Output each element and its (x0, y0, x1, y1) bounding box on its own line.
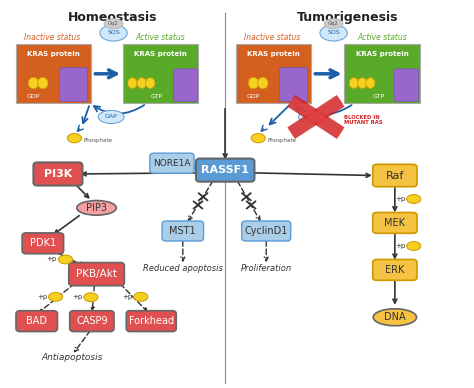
Ellipse shape (251, 133, 265, 143)
Ellipse shape (320, 25, 347, 41)
Ellipse shape (137, 78, 146, 88)
Text: DNA: DNA (384, 312, 406, 322)
Text: Inactive status: Inactive status (24, 33, 81, 42)
Ellipse shape (365, 78, 375, 88)
Text: GDP: GDP (247, 94, 260, 99)
FancyBboxPatch shape (16, 311, 57, 331)
FancyBboxPatch shape (173, 69, 198, 102)
FancyBboxPatch shape (126, 311, 176, 331)
FancyBboxPatch shape (242, 221, 291, 241)
Ellipse shape (48, 293, 63, 301)
FancyBboxPatch shape (373, 260, 417, 280)
Text: Homeostasis: Homeostasis (67, 11, 157, 24)
Text: Forkhead: Forkhead (128, 316, 174, 326)
Ellipse shape (58, 255, 73, 264)
Ellipse shape (349, 78, 358, 88)
FancyBboxPatch shape (69, 263, 124, 286)
FancyBboxPatch shape (70, 311, 114, 331)
Text: KRAS protein: KRAS protein (27, 51, 80, 57)
Ellipse shape (37, 77, 48, 89)
FancyBboxPatch shape (279, 68, 308, 102)
Ellipse shape (98, 111, 124, 123)
Text: KRAS protein: KRAS protein (247, 51, 300, 57)
Text: +p: +p (395, 196, 405, 202)
FancyBboxPatch shape (16, 44, 91, 104)
FancyBboxPatch shape (59, 68, 88, 102)
Ellipse shape (28, 77, 38, 89)
Text: CASP9: CASP9 (76, 316, 108, 326)
Ellipse shape (104, 19, 123, 29)
Text: RASSF1: RASSF1 (201, 165, 249, 175)
Text: MEK: MEK (384, 218, 405, 228)
Text: BAD: BAD (26, 316, 47, 326)
FancyBboxPatch shape (373, 213, 417, 233)
Text: GAP: GAP (105, 114, 118, 120)
Ellipse shape (100, 25, 127, 41)
FancyBboxPatch shape (162, 221, 203, 241)
Ellipse shape (258, 77, 268, 89)
Ellipse shape (128, 78, 137, 88)
Text: Phosphate: Phosphate (84, 138, 113, 142)
Text: Proliferation: Proliferation (241, 264, 292, 273)
Ellipse shape (407, 194, 421, 203)
Text: Inactive status: Inactive status (244, 33, 301, 42)
Text: Antiapoptosis: Antiapoptosis (41, 353, 103, 362)
Ellipse shape (407, 242, 421, 250)
Ellipse shape (146, 78, 155, 88)
Text: GTP: GTP (151, 94, 163, 99)
Text: +p: +p (72, 294, 82, 300)
Text: ERK: ERK (385, 265, 404, 275)
Text: Gq2: Gq2 (328, 21, 339, 26)
Text: MST1: MST1 (170, 226, 196, 236)
Text: SOS: SOS (327, 31, 340, 35)
FancyBboxPatch shape (236, 44, 311, 104)
Text: BLOCKED IN
MUTANT RAS: BLOCKED IN MUTANT RAS (345, 114, 383, 125)
Text: Tumorigenesis: Tumorigenesis (297, 11, 399, 24)
Text: Active status: Active status (136, 33, 185, 42)
FancyBboxPatch shape (123, 44, 198, 104)
Text: Reduced apoptosis: Reduced apoptosis (143, 264, 223, 273)
Text: CyclinD1: CyclinD1 (245, 226, 288, 236)
FancyBboxPatch shape (373, 165, 417, 187)
Text: KRAS protein: KRAS protein (134, 51, 187, 57)
Text: +p: +p (37, 294, 47, 300)
Ellipse shape (77, 201, 117, 215)
Text: Raf: Raf (386, 170, 404, 180)
Text: Active status: Active status (357, 33, 407, 42)
Text: Phosphate: Phosphate (268, 138, 297, 142)
FancyBboxPatch shape (345, 44, 420, 104)
Ellipse shape (67, 133, 82, 143)
Text: PIP3: PIP3 (86, 203, 107, 213)
FancyBboxPatch shape (196, 159, 255, 182)
FancyBboxPatch shape (34, 163, 82, 185)
Text: PI3K: PI3K (44, 169, 72, 179)
Text: SOS: SOS (107, 31, 120, 35)
Text: +p: +p (47, 256, 57, 263)
FancyBboxPatch shape (22, 233, 64, 254)
Text: NORE1A: NORE1A (153, 159, 191, 168)
Ellipse shape (357, 78, 367, 88)
Ellipse shape (324, 19, 343, 29)
Ellipse shape (248, 77, 259, 89)
Text: KRAS protein: KRAS protein (356, 51, 409, 57)
Text: +p: +p (122, 294, 132, 300)
Text: PDK1: PDK1 (30, 238, 56, 248)
Ellipse shape (84, 293, 98, 301)
Text: GDP: GDP (27, 94, 40, 99)
Ellipse shape (134, 293, 148, 301)
Text: GTP: GTP (372, 94, 384, 99)
FancyBboxPatch shape (150, 153, 194, 173)
Text: Gq2: Gq2 (108, 21, 119, 26)
Text: +p: +p (395, 243, 405, 249)
Text: PKB/Akt: PKB/Akt (76, 269, 117, 279)
FancyBboxPatch shape (394, 69, 419, 102)
Text: GAP: GAP (305, 114, 318, 120)
Ellipse shape (373, 309, 417, 326)
Ellipse shape (299, 111, 324, 123)
